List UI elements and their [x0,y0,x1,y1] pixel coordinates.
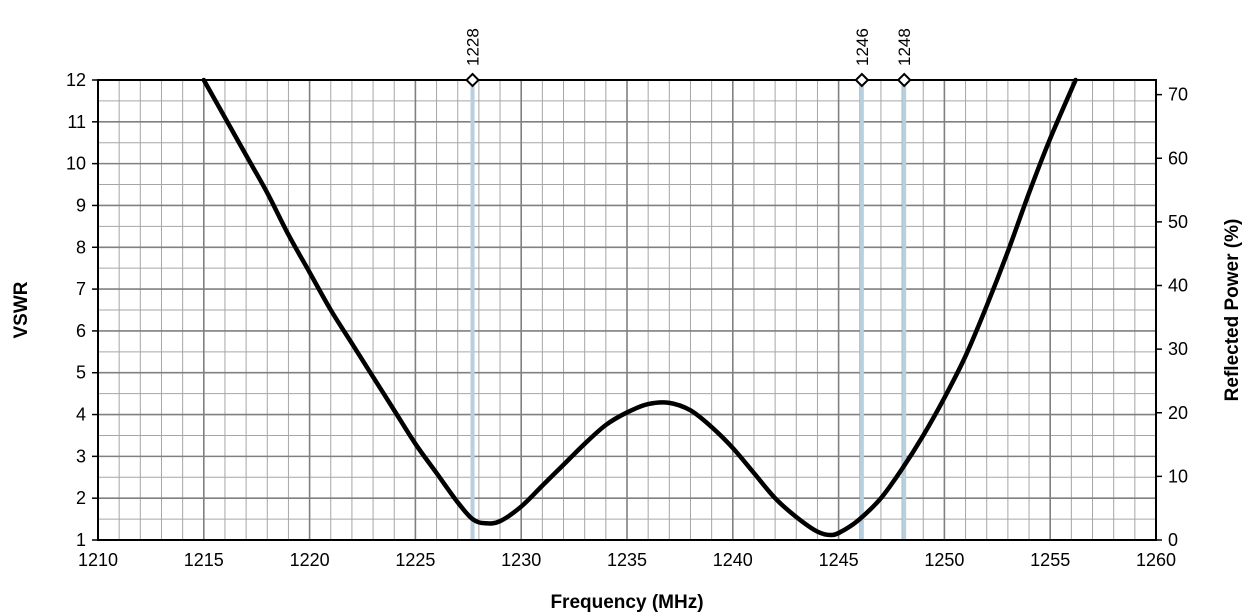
y2-axis-tick-labels: 0 10 20 30 40 50 60 70 [1156,85,1188,550]
marker-label: 1228 [464,28,483,66]
y-tick-label: 9 [76,195,86,215]
frequency-marker-labels: 1228 1246 1248 [464,28,915,66]
y-tick-label: 6 [76,321,86,341]
marker-label: 1246 [853,28,872,66]
x-tick-label: 1220 [290,550,330,570]
y2-tick-label: 20 [1168,403,1188,423]
y2-tick-label: 60 [1168,148,1188,168]
y-tick-label: 8 [76,237,86,257]
y-tick-label: 2 [76,488,86,508]
x-tick-label: 1225 [395,550,435,570]
x-tick-label: 1250 [924,550,964,570]
x-tick-label: 1240 [713,550,753,570]
x-tick-label: 1260 [1136,550,1176,570]
x-tick-label: 1235 [607,550,647,570]
x-axis-tick-labels: 1210 1215 1220 1225 1230 1235 1240 1245 1250 1255… [78,550,1176,570]
y2-tick-label: 10 [1168,466,1188,486]
marker-diamond-1246 [856,74,868,86]
y2-tick-label: 0 [1168,530,1178,550]
marker-label: 1248 [895,28,914,66]
marker-diamond-1248 [898,74,910,86]
x-tick-label: 1230 [501,550,541,570]
x-axis-title: Frequency (MHz) [550,592,703,613]
y-tick-label: 7 [76,279,86,299]
y2-axis-title: Reflected Power (%) [1222,219,1243,402]
y2-tick-label: 30 [1168,339,1188,359]
x-tick-label: 1245 [819,550,859,570]
marker-diamond-1228 [467,74,479,86]
x-tick-label: 1210 [78,550,118,570]
y-tick-label: 10 [66,154,86,174]
y-tick-label: 1 [76,530,86,550]
y2-tick-label: 40 [1168,276,1188,296]
y-tick-label: 3 [76,446,86,466]
y-tick-label: 11 [67,112,86,132]
y-tick-label: 12 [66,70,86,90]
y-tick-label: 5 [76,363,86,383]
x-tick-label: 1215 [184,550,224,570]
x-tick-label: 1255 [1030,550,1070,570]
y-axis-title: VSWR [11,281,32,338]
y2-tick-label: 70 [1168,85,1188,105]
y2-tick-label: 50 [1168,212,1188,232]
y-tick-label: 4 [76,405,86,425]
